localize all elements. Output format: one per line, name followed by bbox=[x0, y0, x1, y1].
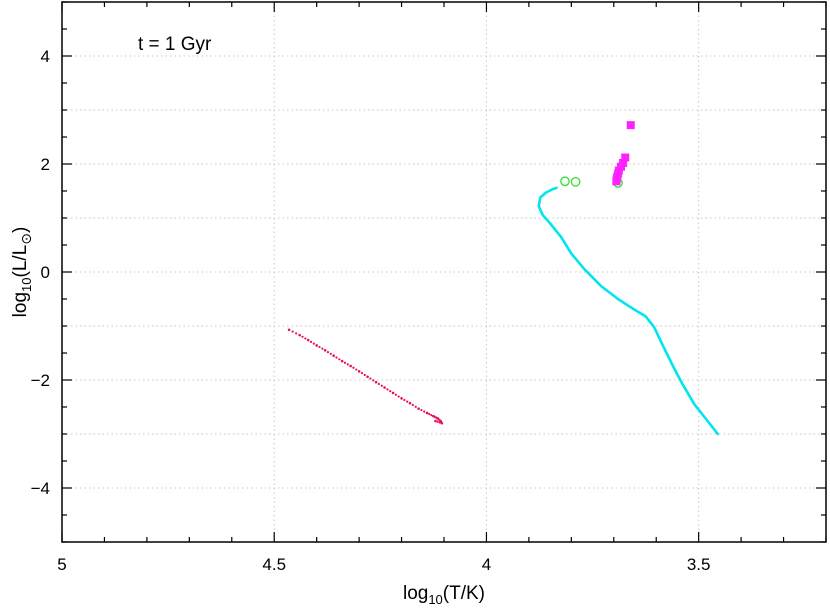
white-dwarf-point bbox=[374, 380, 378, 384]
white-dwarf-point bbox=[295, 332, 298, 335]
white-dwarf-point bbox=[335, 356, 338, 359]
white-dwarf-point bbox=[438, 419, 441, 422]
white-dwarf-point bbox=[420, 408, 423, 412]
white-dwarf-point bbox=[408, 401, 412, 405]
grid-lines bbox=[62, 2, 826, 542]
white-dwarf-point bbox=[360, 372, 364, 375]
white-dwarf-point bbox=[434, 419, 437, 423]
white-dwarf-point bbox=[323, 349, 327, 352]
x-tick-label: 4 bbox=[482, 555, 491, 574]
white-dwarf-point bbox=[380, 384, 383, 387]
white-dwarf-point bbox=[391, 391, 395, 395]
white-dwarf-point bbox=[357, 370, 361, 373]
white-dwarf-point bbox=[301, 335, 304, 338]
white-dwarf-point bbox=[394, 393, 397, 396]
series-dots bbox=[287, 328, 444, 425]
white-dwarf-point bbox=[440, 421, 443, 424]
y-axis-title: log10(L/L⊙) bbox=[10, 227, 34, 318]
white-dwarf-point bbox=[338, 358, 341, 361]
white-dwarf-point bbox=[383, 386, 386, 389]
white-dwarf-point bbox=[366, 375, 369, 379]
white-dwarf-point bbox=[417, 407, 420, 410]
white-dwarf-point bbox=[291, 330, 294, 333]
white-dwarf-point bbox=[438, 421, 441, 424]
white-dwarf-point bbox=[389, 390, 392, 393]
white-dwarf-point bbox=[369, 377, 372, 380]
giant-square-point bbox=[621, 153, 630, 162]
x-tick-label: 5 bbox=[57, 555, 66, 574]
white-dwarf-point bbox=[304, 337, 307, 340]
y-tick-label: 4 bbox=[41, 47, 50, 66]
white-dwarf-point bbox=[349, 364, 352, 368]
white-dwarf-point bbox=[315, 344, 318, 347]
white-dwarf-point bbox=[397, 395, 400, 398]
giant-circle-point bbox=[570, 176, 581, 187]
white-dwarf-point bbox=[306, 338, 310, 342]
x-axis-title: log10(T/K) bbox=[403, 583, 485, 607]
giant-circle-point bbox=[560, 176, 570, 187]
x-tick-label: 3.5 bbox=[687, 555, 711, 574]
white-dwarf-point bbox=[386, 388, 389, 391]
time-annotation: t = 1 Gyr bbox=[138, 34, 212, 55]
series-line bbox=[537, 186, 720, 436]
white-dwarf-point bbox=[363, 373, 366, 377]
x-tick-label: 4.5 bbox=[262, 555, 286, 574]
giant-square-point bbox=[626, 121, 635, 130]
white-dwarf-point bbox=[377, 382, 381, 386]
white-dwarf-point bbox=[340, 359, 344, 363]
white-dwarf-point bbox=[423, 410, 426, 413]
white-dwarf-point bbox=[329, 352, 332, 355]
white-dwarf-point bbox=[298, 333, 301, 337]
white-dwarf-point bbox=[346, 363, 349, 366]
white-dwarf-point bbox=[425, 411, 429, 415]
series-square bbox=[612, 121, 635, 186]
tick-labels: 5 4.5 4 3.5 4 2 0 −2 −4 bbox=[31, 47, 711, 574]
giant-square-point bbox=[612, 177, 621, 186]
white-dwarf-point bbox=[435, 416, 438, 419]
white-dwarf-point bbox=[343, 361, 347, 364]
white-dwarf-point bbox=[332, 354, 335, 358]
y-tick-label: −4 bbox=[31, 479, 50, 498]
axis-ticks bbox=[61, 1, 827, 543]
main-sequence-track bbox=[537, 186, 720, 436]
y-tick-label: 2 bbox=[41, 155, 50, 174]
white-dwarf-point bbox=[403, 398, 406, 402]
white-dwarf-point bbox=[428, 412, 431, 416]
white-dwarf-point bbox=[352, 366, 355, 369]
white-dwarf-point bbox=[287, 328, 291, 332]
white-dwarf-point bbox=[414, 405, 417, 408]
white-dwarf-point bbox=[430, 414, 433, 417]
white-dwarf-point bbox=[312, 342, 315, 345]
y-tick-label: −2 bbox=[31, 371, 50, 390]
white-dwarf-point bbox=[411, 403, 414, 407]
white-dwarf-point bbox=[355, 368, 358, 371]
white-dwarf-point bbox=[400, 397, 403, 400]
white-dwarf-point bbox=[309, 340, 313, 343]
white-dwarf-point bbox=[436, 420, 439, 423]
data-layer bbox=[287, 121, 720, 436]
white-dwarf-point bbox=[321, 347, 324, 350]
y-tick-label: 0 bbox=[41, 263, 50, 282]
white-dwarf-point bbox=[326, 351, 330, 354]
white-dwarf-point bbox=[318, 345, 321, 349]
white-dwarf-point bbox=[406, 400, 409, 403]
white-dwarf-point bbox=[372, 379, 375, 382]
